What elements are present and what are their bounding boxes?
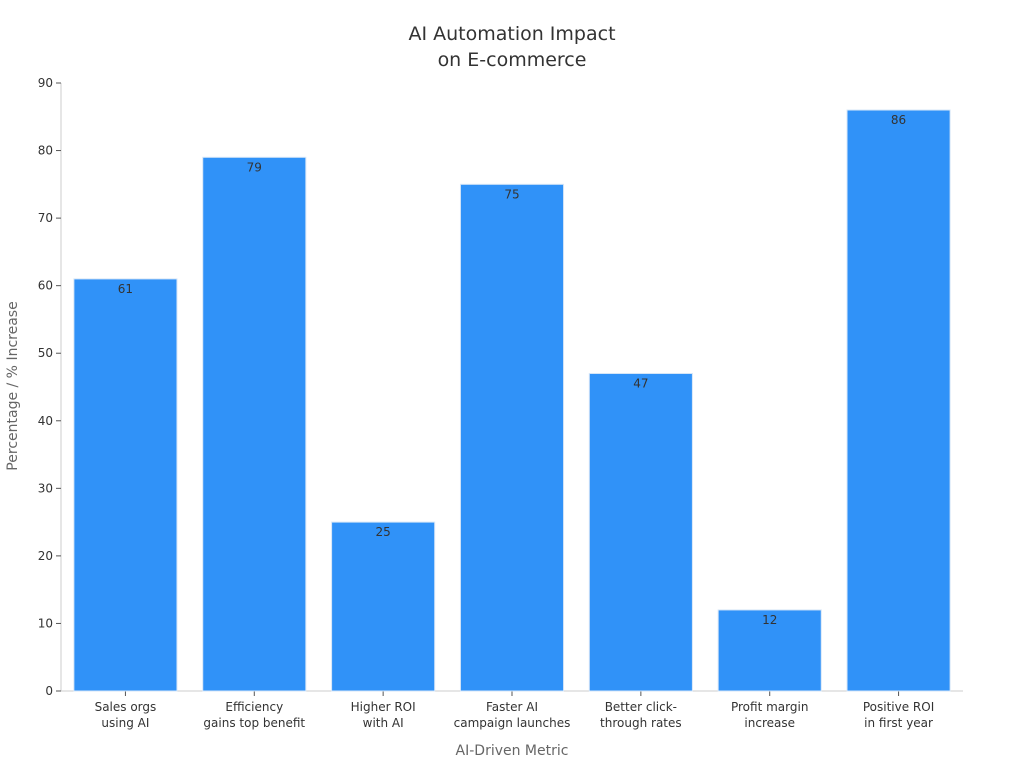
x-tick-label: Sales orgs bbox=[95, 700, 157, 714]
bar-value-label: 75 bbox=[504, 187, 519, 201]
data-labels: 61 79 25 75 47 12 86 bbox=[118, 113, 906, 627]
chart-title-line-2: on E-commerce bbox=[438, 49, 587, 71]
x-tick-label: campaign launches bbox=[454, 716, 571, 730]
y-tick-label: 70 bbox=[38, 211, 53, 225]
x-tick-label: with AI bbox=[363, 716, 404, 730]
bar-value-label: 47 bbox=[633, 376, 648, 390]
chart-title-line-1: AI Automation Impact bbox=[408, 23, 615, 45]
x-tick-label: using AI bbox=[101, 716, 149, 730]
bar-value-label: 61 bbox=[118, 282, 133, 296]
x-axis-title: AI-Driven Metric bbox=[456, 743, 569, 759]
x-tick-label: Faster AI bbox=[486, 700, 538, 714]
y-tick-label: 60 bbox=[38, 279, 53, 293]
y-tick-label: 10 bbox=[38, 616, 53, 630]
bars bbox=[73, 109, 951, 692]
bar-value-label: 79 bbox=[247, 160, 262, 174]
chart-title: AI Automation Impact on E-commerce bbox=[408, 23, 615, 71]
x-tick-label: Positive ROI bbox=[863, 700, 934, 714]
x-tick-label: Efficiency bbox=[225, 700, 283, 714]
bar-value-label: 12 bbox=[762, 613, 777, 627]
x-tick-label: Better click- bbox=[605, 700, 677, 714]
y-tick-label: 0 bbox=[45, 684, 53, 698]
y-tick-label: 40 bbox=[38, 414, 53, 428]
bar bbox=[202, 156, 307, 692]
axes: 0 10 20 30 40 50 60 70 80 90 Sales orgs using AI Eff… bbox=[38, 76, 963, 730]
bar bbox=[459, 183, 565, 692]
bar bbox=[717, 609, 822, 692]
x-tick-label: Higher ROI bbox=[351, 700, 416, 714]
y-tick-label: 90 bbox=[38, 76, 53, 90]
x-tick-label: Profit margin bbox=[731, 700, 808, 714]
bar-value-label: 25 bbox=[376, 525, 391, 539]
x-tick-label: in first year bbox=[864, 716, 933, 730]
y-tick-label: 20 bbox=[38, 549, 53, 563]
y-axis-title: Percentage / % Increase bbox=[5, 301, 21, 470]
y-tick-label: 80 bbox=[38, 144, 53, 158]
x-tick-label: through rates bbox=[600, 716, 682, 730]
x-tick-label: increase bbox=[744, 716, 795, 730]
bar bbox=[73, 278, 178, 692]
y-tick-label: 50 bbox=[38, 346, 53, 360]
x-tick-label: gains top benefit bbox=[203, 716, 305, 730]
bar bbox=[588, 372, 693, 692]
bar-value-label: 86 bbox=[891, 113, 906, 127]
y-tick-label: 30 bbox=[38, 481, 53, 495]
bar bbox=[331, 521, 436, 692]
bar bbox=[846, 109, 951, 692]
